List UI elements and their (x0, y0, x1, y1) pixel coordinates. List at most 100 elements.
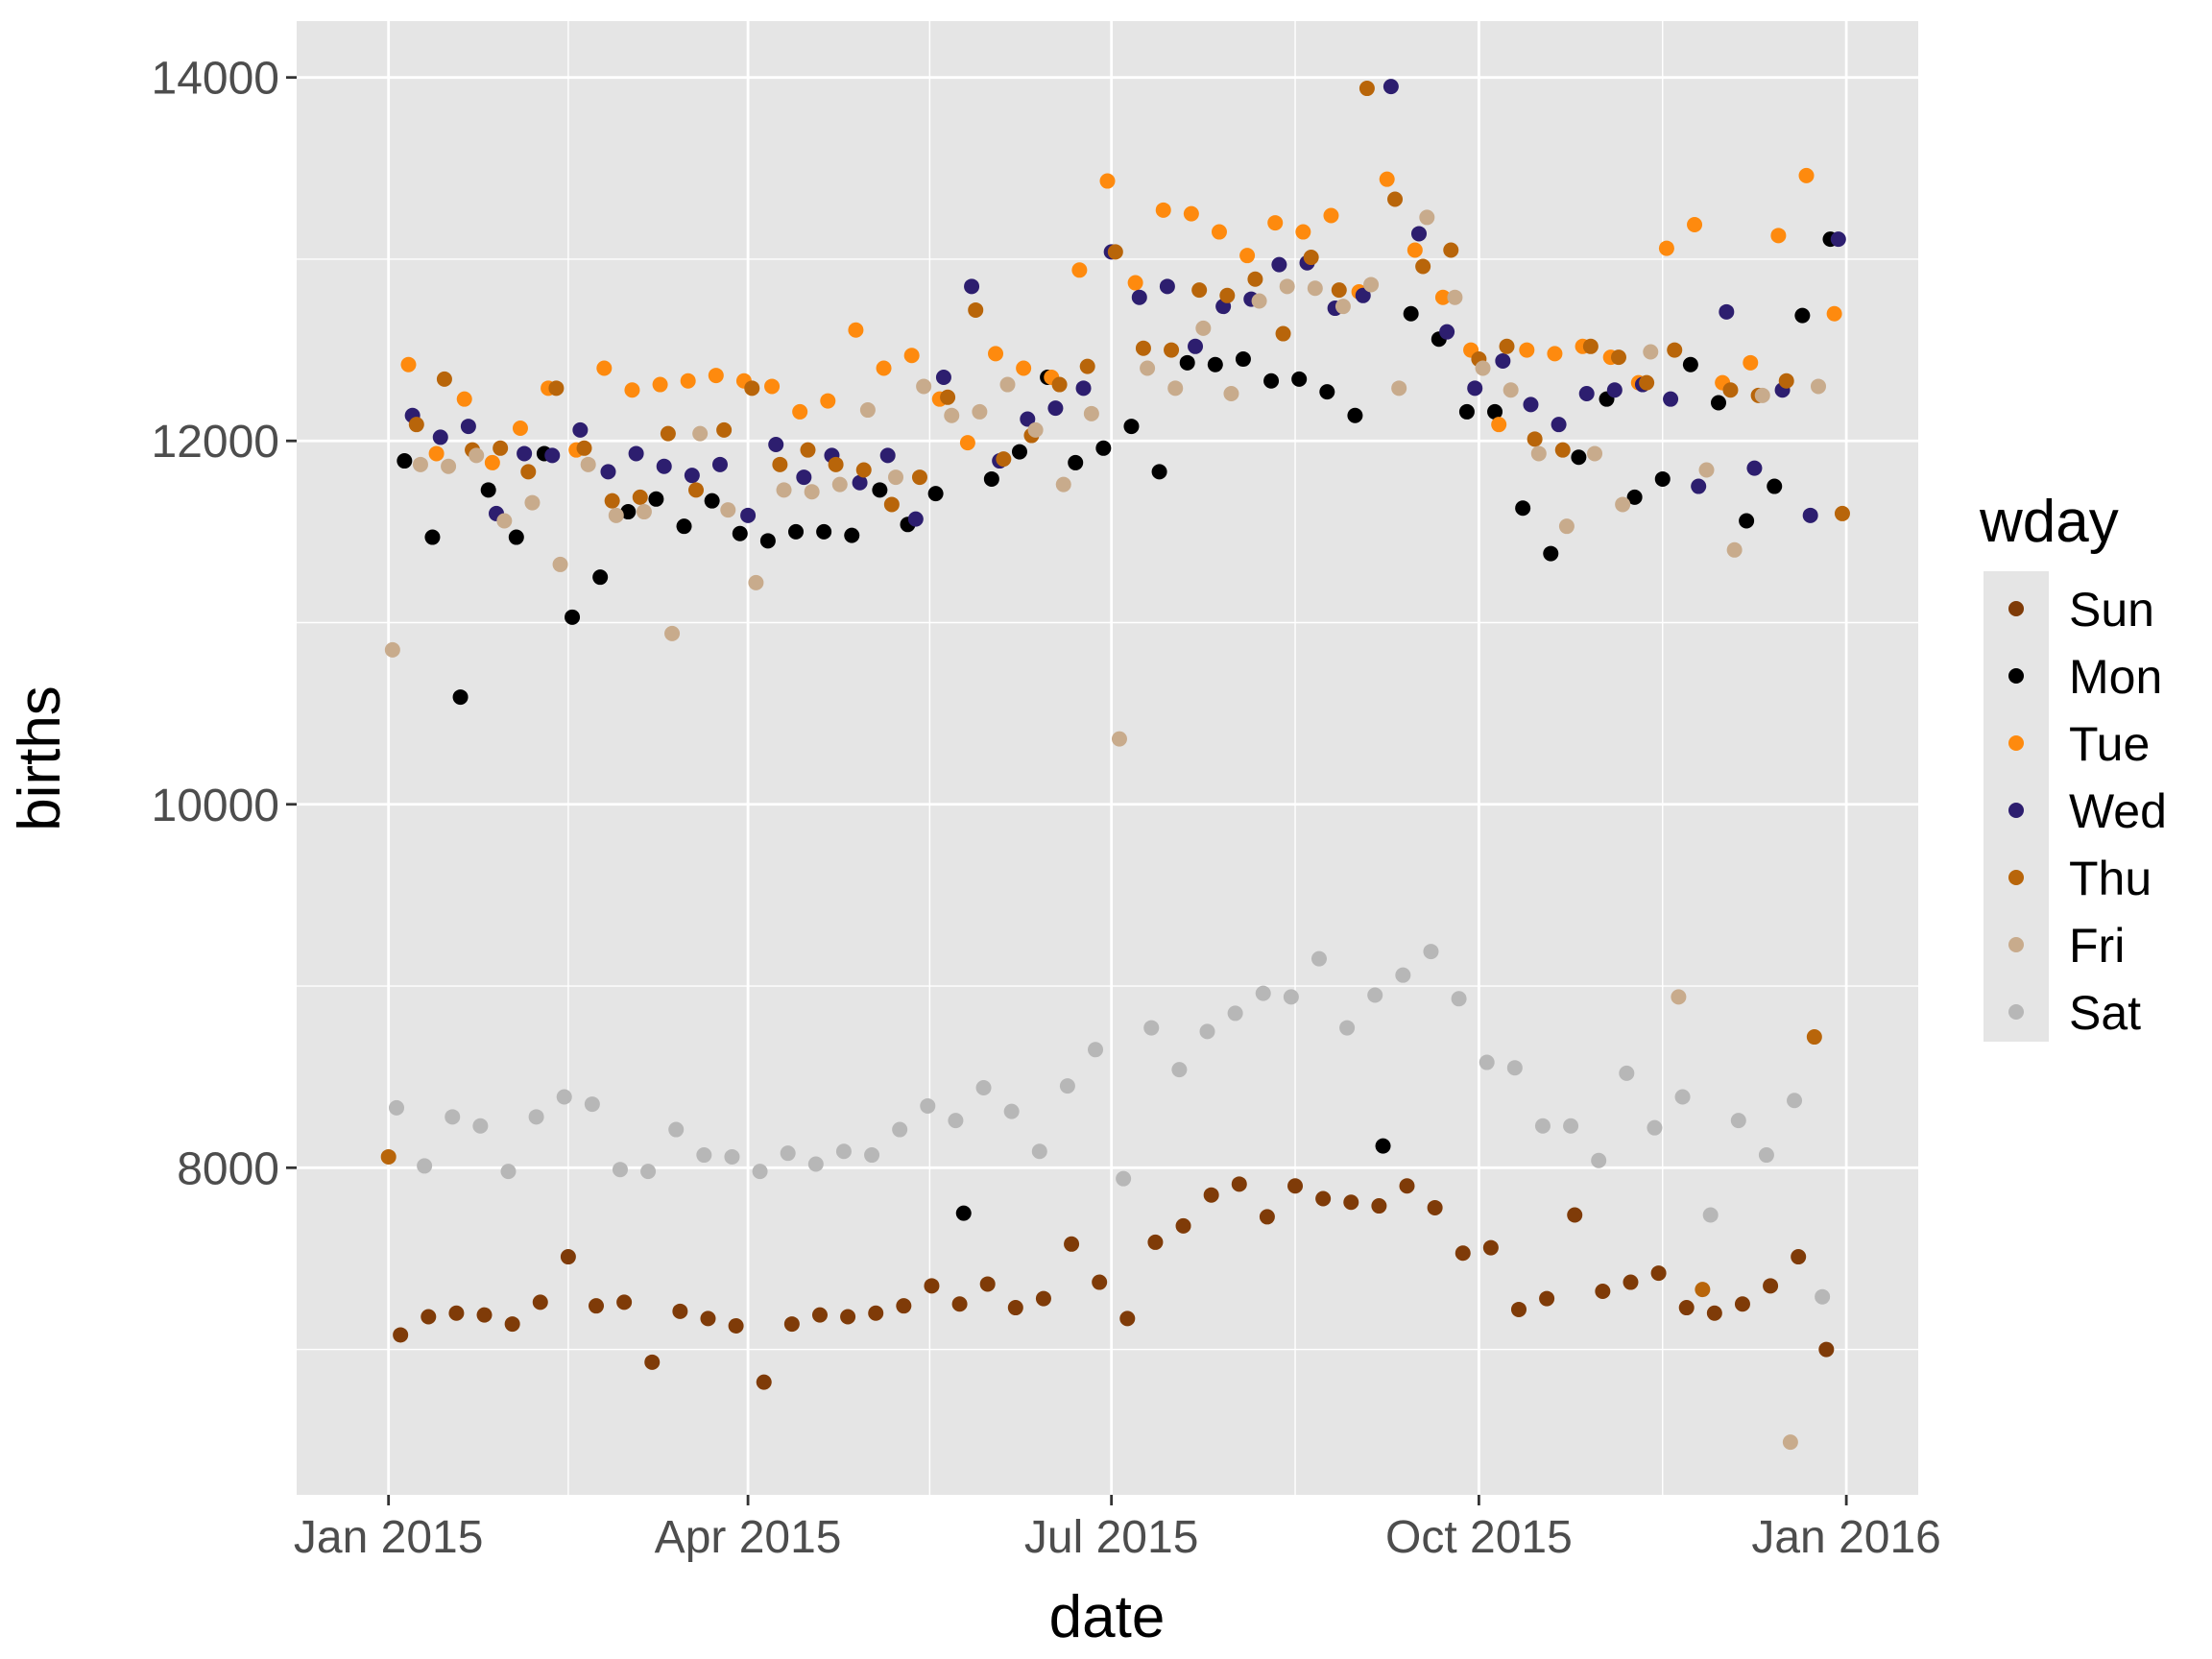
point-wed (684, 468, 700, 484)
point-sat (724, 1148, 740, 1165)
point-thu (855, 462, 872, 478)
point-sun (532, 1294, 548, 1310)
point-tue (1379, 171, 1395, 187)
point-sun (1482, 1239, 1499, 1256)
point-mon (1682, 356, 1698, 373)
point-thu (1834, 505, 1850, 521)
point-sat (1787, 1093, 1803, 1109)
point-wed (1663, 391, 1679, 407)
point-mon (1403, 305, 1419, 322)
point-fri (1027, 421, 1044, 438)
point-thu (436, 371, 452, 387)
point-fri (552, 556, 568, 572)
point-sun (924, 1278, 940, 1294)
point-sat (1227, 1005, 1243, 1022)
point-wed (907, 511, 924, 527)
point-tue (903, 348, 920, 364)
point-sun (756, 1374, 772, 1390)
point-sun (1175, 1217, 1191, 1234)
point-mon (872, 482, 888, 498)
point-sun (448, 1305, 465, 1321)
point-mon (1458, 403, 1475, 420)
point-sun (1818, 1341, 1835, 1358)
legend-label-fri: Fri (2069, 919, 2125, 973)
point-thu (1387, 191, 1404, 207)
point-sun (1092, 1274, 1108, 1290)
point-fri (664, 625, 681, 641)
point-thu (520, 464, 537, 480)
point-thu (1695, 1282, 1711, 1298)
point-wed (460, 419, 476, 435)
point-mon (1515, 500, 1531, 517)
point-sun (504, 1316, 520, 1333)
point-sat (417, 1158, 433, 1174)
x-tick-label: Jul 2015 (1024, 1512, 1198, 1563)
point-mon (844, 527, 860, 543)
point-mon (1207, 356, 1223, 373)
point-sun (951, 1296, 968, 1312)
point-wed (517, 445, 533, 462)
point-sun (728, 1317, 744, 1334)
point-sun (1539, 1290, 1555, 1307)
point-mon (1179, 354, 1195, 371)
point-thu (1219, 287, 1236, 303)
point-thu (493, 440, 509, 456)
point-sat (445, 1109, 461, 1125)
point-wed (572, 421, 589, 438)
point-fri (1363, 276, 1380, 293)
point-fri (384, 641, 400, 658)
point-mon (1654, 470, 1671, 487)
point-sat (752, 1164, 768, 1180)
point-tue (876, 360, 892, 376)
point-sun (672, 1303, 688, 1319)
point-sun (1119, 1310, 1136, 1327)
point-sat (1619, 1065, 1635, 1081)
point-sat (1702, 1207, 1719, 1223)
point-mon (1347, 407, 1363, 423)
point-wed (1439, 324, 1455, 340)
point-fri (1782, 1434, 1798, 1451)
point-sat (835, 1143, 852, 1160)
point-fri (441, 458, 457, 474)
point-sun (476, 1307, 493, 1323)
point-wed (852, 474, 868, 491)
point-mon (508, 529, 524, 545)
point-tue (1519, 342, 1535, 358)
x-tick-label: Jan 2015 (294, 1512, 484, 1563)
legend-label-thu: Thu (2069, 852, 2152, 905)
point-fri (1279, 278, 1295, 295)
point-fri (1419, 209, 1435, 226)
point-mon (816, 523, 832, 540)
point-thu (660, 425, 676, 442)
point-thu (1639, 374, 1655, 391)
legend-key-fri (2008, 937, 2024, 952)
point-tue (1798, 167, 1815, 183)
point-sat (864, 1147, 880, 1164)
point-thu (1527, 431, 1543, 447)
point-mon (424, 529, 441, 545)
point-tue (1434, 289, 1451, 305)
point-tue (1127, 275, 1143, 291)
point-thu (1499, 338, 1515, 354)
legend-key-sun (2008, 601, 2024, 616)
point-mon (927, 486, 944, 502)
point-sat (807, 1156, 824, 1172)
point-thu (772, 456, 788, 472)
point-fri (916, 378, 932, 395)
point-mon (788, 523, 805, 540)
point-fri (524, 494, 541, 511)
y-tick-label: 14000 (152, 54, 279, 105)
legend-key-mon (2008, 668, 2024, 684)
point-thu (1554, 442, 1571, 458)
point-thu (968, 301, 984, 318)
point-sat (1199, 1023, 1215, 1040)
point-fri (1447, 289, 1463, 305)
point-mon (1319, 384, 1335, 400)
point-fri (1334, 299, 1351, 315)
point-mon (1263, 373, 1280, 389)
point-sat (1674, 1089, 1691, 1105)
point-sat (668, 1121, 685, 1138)
data-points (380, 79, 1850, 1451)
point-mon (955, 1205, 972, 1221)
